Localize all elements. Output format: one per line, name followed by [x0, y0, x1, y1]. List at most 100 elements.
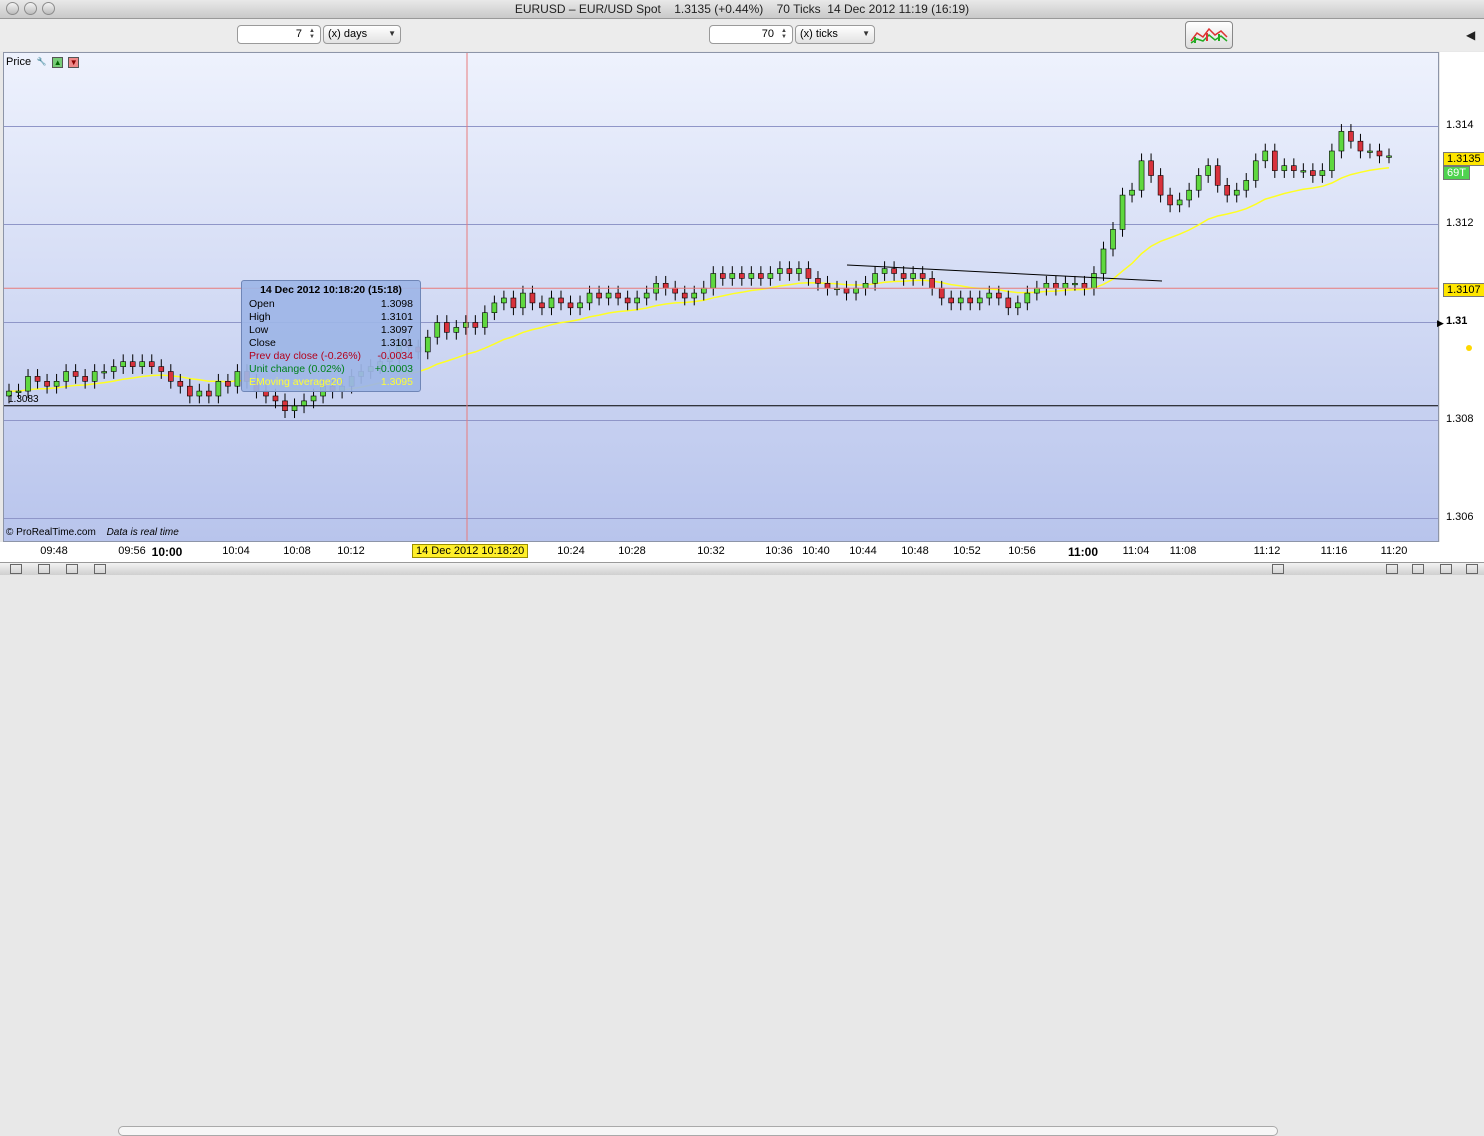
indicators-button[interactable]: [1185, 21, 1233, 49]
time-axis-label: 10:52: [953, 545, 981, 557]
candle-body: [1205, 165, 1211, 176]
zoom-window-button[interactable]: [42, 2, 55, 15]
candle-body: [158, 366, 165, 372]
alert-icon[interactable]: [66, 564, 78, 574]
candle-body: [891, 268, 897, 274]
candle-body: [605, 292, 612, 299]
magnifier-icon[interactable]: [1412, 564, 1424, 574]
time-axis-label: 09:48: [40, 545, 68, 557]
move-up-icon[interactable]: ▲: [52, 56, 64, 68]
settings-icon[interactable]: [1440, 564, 1452, 574]
move-down-icon[interactable]: ▼: [68, 56, 80, 68]
candle-body: [1281, 165, 1288, 171]
candle-body: [1224, 185, 1231, 196]
candle-body: [434, 322, 441, 338]
save-icon[interactable]: [94, 564, 106, 574]
candle-body: [805, 268, 812, 279]
ticks-stepper[interactable]: 70 ▲ ▼: [709, 25, 793, 44]
candle-body: [291, 405, 298, 411]
candle-body: [101, 371, 107, 374]
wrench-icon[interactable]: 🔧: [36, 56, 47, 66]
candle-body: [948, 297, 955, 304]
fullscreen-icon[interactable]: [1466, 564, 1478, 574]
candle-body: [700, 287, 707, 294]
candle-body: [6, 390, 12, 397]
candle-body: [872, 273, 878, 284]
realtime-text: Data is real time: [106, 527, 179, 538]
candle-body: [53, 380, 60, 387]
candle-body: [1300, 170, 1307, 173]
price-axis-label: 1.312: [1446, 216, 1474, 229]
close-window-button[interactable]: [6, 2, 19, 15]
tooltip-key: Close: [249, 337, 276, 349]
candle-body: [739, 273, 745, 279]
tooltip-key: Low: [249, 324, 269, 336]
candle-body: [1129, 189, 1135, 196]
zoom-in-icon[interactable]: [1386, 564, 1398, 574]
tooltip-row: Prev day close (-0.26%) -0.0034: [249, 350, 413, 363]
print-icon[interactable]: [38, 564, 50, 574]
candle-body: [615, 292, 621, 299]
ticks-value: 70: [761, 28, 774, 40]
chart-scrollbar[interactable]: [118, 1126, 1278, 1136]
price-panel-header: Price 🔧 ▲ ▼: [6, 56, 80, 70]
minimize-window-button[interactable]: [24, 2, 37, 15]
trend-line: [846, 264, 1163, 282]
candle-body: [1157, 175, 1164, 196]
candle-body: [453, 327, 460, 333]
zoom-out-icon[interactable]: [1272, 564, 1284, 574]
candle-body: [1119, 194, 1126, 230]
copyright-text: © ProRealTime.com: [6, 527, 96, 538]
candle-body: [1243, 180, 1250, 191]
tooltip-value: 1.3101: [380, 337, 413, 349]
candle-body: [719, 273, 726, 279]
candle-body: [472, 322, 479, 328]
time-axis-label: 10:32: [697, 545, 725, 557]
candle-body: [34, 376, 41, 382]
candle-body: [110, 366, 117, 372]
candle-body: [1262, 150, 1269, 162]
panel-toggle-icon[interactable]: ◀: [1466, 28, 1476, 42]
candle-body: [938, 287, 945, 299]
candle-body: [1072, 283, 1078, 286]
crosshair-time-label: 14 Dec 2012 10:18:20: [412, 544, 529, 558]
candle-body: [1110, 229, 1116, 250]
period-stepper[interactable]: 7 ▲ ▼: [237, 25, 321, 44]
candle-body: [624, 297, 631, 304]
tooltip-key: High: [249, 311, 271, 323]
time-axis-label: 10:36: [765, 545, 793, 557]
price-axis[interactable]: [1440, 52, 1484, 542]
time-axis-label: 11:00: [1067, 545, 1099, 559]
stepper-arrows-icon[interactable]: ▲ ▼: [309, 28, 315, 40]
time-axis-label: 10:08: [283, 545, 311, 557]
tooltip-row: Close 1.3101: [249, 337, 413, 350]
price-chart[interactable]: [3, 52, 1439, 542]
chart-toolbar: 7 ▲ ▼ (x) days ▼ 70 ▲ ▼ (x) ticks ▼: [0, 19, 1484, 51]
candle-body: [634, 297, 640, 304]
window-title: EURUSD – EUR/USD Spot 1.3135 (+0.44%) 70…: [514, 2, 970, 16]
time-axis[interactable]: [0, 542, 1484, 562]
candle-body: [796, 268, 802, 274]
candle-body: [1148, 160, 1154, 176]
candle-body: [1357, 140, 1364, 152]
candle-body: [491, 302, 498, 313]
candle-body: [815, 278, 821, 284]
candle-body: [25, 376, 31, 392]
candle-body: [301, 400, 307, 407]
candle-body: [767, 273, 774, 279]
candle-body: [1100, 248, 1107, 274]
mail-icon[interactable]: [10, 564, 22, 574]
period-unit-dropdown[interactable]: (x) days ▼: [323, 25, 401, 44]
status-bar: [0, 562, 1484, 1136]
candle-body: [910, 273, 916, 279]
candle-body: [777, 268, 783, 274]
candle-body: [662, 283, 669, 289]
tick-count-tag: 69T: [1443, 166, 1470, 180]
price-axis-label: 1.306: [1446, 510, 1474, 523]
stepper-arrows-icon[interactable]: ▲ ▼: [781, 28, 787, 40]
time-axis-label: 10:04: [222, 545, 250, 557]
candle-body: [234, 371, 241, 387]
time-axis-label: 11:16: [1320, 545, 1348, 557]
ticks-unit-dropdown[interactable]: (x) ticks ▼: [795, 25, 875, 44]
candle-body: [1233, 189, 1240, 196]
